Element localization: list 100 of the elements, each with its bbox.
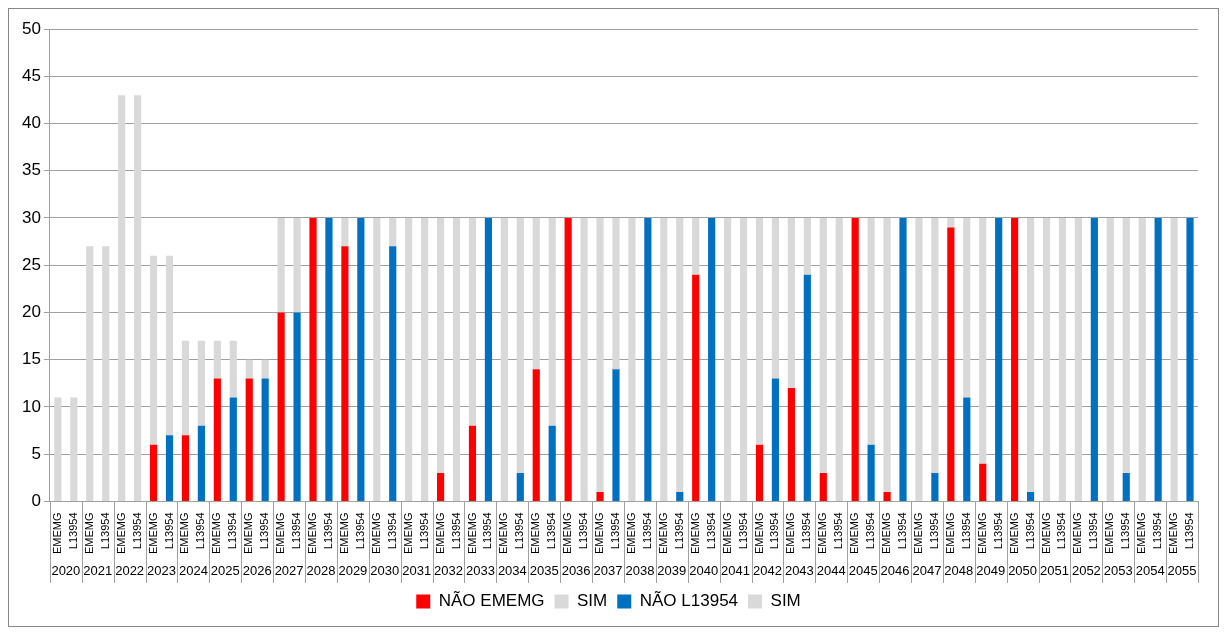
bar (1170, 217, 1178, 501)
bar (1106, 217, 1114, 501)
text: 2031 (402, 562, 432, 578)
bar (867, 217, 875, 445)
bar (213, 378, 221, 501)
bar (1122, 217, 1130, 474)
bar (692, 217, 700, 275)
text: 2048 (944, 562, 974, 578)
bar (102, 246, 110, 501)
text: 2036 (561, 562, 591, 578)
text: 2021 (83, 562, 113, 578)
bar (261, 359, 269, 379)
text: 2047 (912, 562, 942, 578)
bar (947, 217, 955, 228)
bar (1186, 217, 1194, 501)
text: 2050 (1008, 562, 1038, 578)
x-tick-label: EMEMG (975, 512, 988, 555)
bar (516, 473, 524, 501)
x-tick-label: L13954 (864, 512, 877, 550)
legend-label: NÃO EMEMG (438, 591, 545, 611)
bar (134, 95, 142, 501)
text: 2033 (465, 562, 495, 578)
x-tick-label: EMEMG (497, 512, 510, 555)
text: 2055 (1167, 562, 1197, 578)
x-tick-label: L13954 (290, 512, 303, 550)
x-tick-label: EMEMG (114, 512, 127, 555)
text: 2039 (657, 562, 687, 578)
bar (532, 217, 540, 370)
x-tick-label: L13954 (226, 512, 239, 550)
x-tick-label: L13954 (640, 512, 653, 550)
bar (436, 473, 445, 501)
bar (309, 217, 317, 501)
x-tick-label: L13954 (1087, 512, 1100, 550)
x-tick-label: EMEMG (242, 512, 255, 555)
y-tick-label: 40 (21, 113, 41, 133)
bar (1154, 217, 1162, 501)
bar (596, 492, 604, 501)
text: 2027 (274, 562, 304, 578)
x-tick-label: EMEMG (82, 512, 95, 555)
x-tick-label: L13954 (927, 512, 940, 550)
y-tick-label: 25 (21, 254, 41, 274)
bar (644, 217, 652, 501)
x-tick-label: L13954 (577, 512, 590, 550)
x-tick-label: L13954 (991, 512, 1004, 550)
bar (947, 227, 955, 501)
bar (708, 217, 716, 501)
text: 2041 (721, 562, 751, 578)
bar (596, 217, 604, 492)
x-tick-label: EMEMG (146, 512, 159, 555)
x-tick-label: L13954 (800, 512, 813, 550)
y-tick-label: 10 (21, 396, 41, 416)
y-tick-label: 0 (31, 491, 41, 511)
x-tick-label: L13954 (672, 512, 685, 550)
text: 2040 (689, 562, 719, 578)
bar (580, 217, 588, 501)
bar (277, 217, 285, 313)
y-tick-label: 15 (21, 349, 41, 369)
bar (245, 359, 253, 379)
legend-label: SIM (770, 591, 801, 611)
bar (995, 217, 1003, 501)
text: 2034 (497, 562, 527, 578)
text: 2028 (306, 562, 336, 578)
bar (803, 274, 811, 501)
x-tick-label: L13954 (417, 512, 430, 550)
bar (1138, 217, 1146, 501)
bar (979, 463, 987, 501)
x-tick-label: L13954 (321, 512, 334, 550)
bar (931, 473, 939, 501)
bar (963, 217, 971, 398)
bar (341, 217, 349, 247)
x-tick-label: L13954 (832, 512, 845, 550)
bar (405, 217, 413, 501)
x-tick-label: L13954 (545, 512, 558, 550)
text: 2032 (434, 562, 464, 578)
bar (516, 217, 524, 474)
bar (245, 378, 253, 501)
bar (676, 492, 684, 501)
bar (293, 312, 301, 501)
text: 2030 (370, 562, 400, 578)
x-tick-label: L13954 (194, 512, 207, 550)
x-tick-label: EMEMG (784, 512, 797, 555)
x-tick-label: EMEMG (561, 512, 574, 555)
bar (692, 274, 700, 501)
bar (1026, 217, 1035, 492)
x-tick-label: EMEMG (1071, 512, 1084, 555)
x-tick-label: L13954 (1119, 512, 1132, 550)
bar (564, 217, 572, 501)
x-tick-label: EMEMG (720, 512, 733, 555)
x-tick-label: EMEMG (369, 512, 382, 555)
x-tick-label: EMEMG (688, 512, 701, 555)
bar (851, 217, 859, 501)
bar (165, 255, 174, 436)
text: 2022 (115, 562, 145, 578)
x-tick-label: L13954 (896, 512, 909, 550)
x-tick-label: EMEMG (1135, 512, 1148, 555)
bar (468, 217, 477, 426)
x-tick-label: EMEMG (816, 512, 829, 555)
bar (325, 217, 333, 501)
x-tick-label: EMEMG (943, 512, 956, 555)
x-tick-label: EMEMG (529, 512, 542, 555)
